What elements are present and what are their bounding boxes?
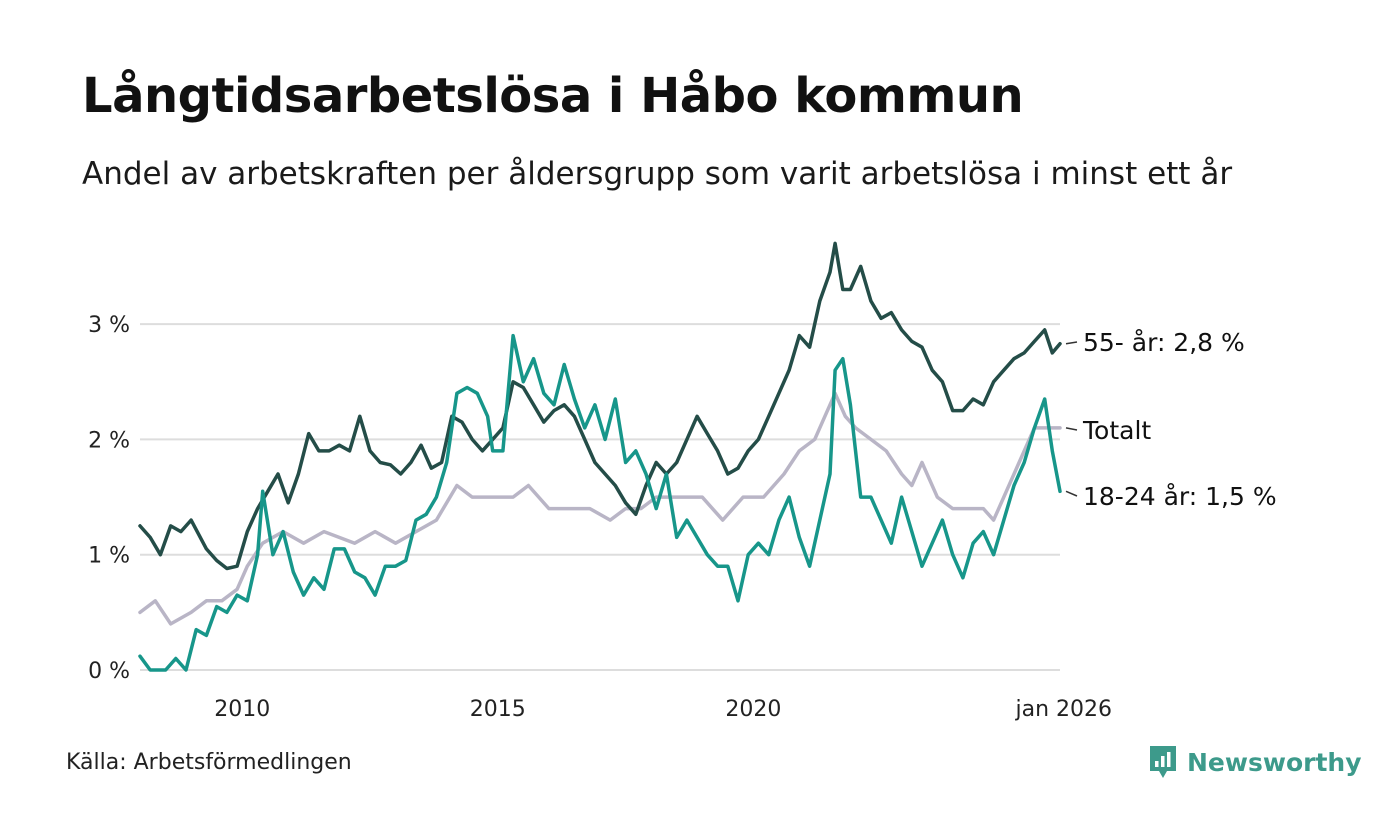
x-tick-label: 2010: [214, 697, 270, 722]
brand-logo[interactable]: Newsworthy: [1148, 744, 1362, 780]
source-note: Källa: Arbetsförmedlingen: [66, 750, 352, 775]
label-connector: [1065, 341, 1078, 345]
x-axis: 2010 2015 2020 jan 2026: [214, 697, 1112, 722]
series-line-total: [138, 391, 1062, 626]
chart-title: Långtidsarbetslösa i Håbo kommun: [82, 68, 1024, 124]
brand-name: Newsworthy: [1187, 747, 1362, 777]
x-tick-label: 2015: [470, 697, 526, 722]
label-connector: [1065, 490, 1078, 497]
x-tick-label: jan 2026: [1014, 697, 1112, 722]
y-tick-label: 3 %: [88, 313, 130, 338]
series-line-s18: [138, 333, 1062, 672]
label-connector: [1065, 427, 1078, 431]
line-chart: 0 % 1 % 2 % 3 % 2010 2015 2020 jan 2026 Totalt…: [88, 241, 1277, 722]
y-tick-label: 1 %: [88, 544, 130, 569]
x-tick-label: 2020: [725, 697, 781, 722]
end-labels: Totalt 55- år: 2,8 % 18-24 år: 1,5 %: [1065, 328, 1277, 511]
series-lines: [138, 241, 1062, 672]
y-tick-label: 0 %: [88, 659, 130, 684]
end-label-s18: 18-24 år: 1,5 %: [1083, 482, 1277, 511]
end-label-total: Totalt: [1082, 416, 1151, 445]
chart-subtitle: Andel av arbetskraften per åldersgrupp s…: [82, 156, 1233, 192]
grid-lines: [140, 323, 1060, 671]
y-axis: 0 % 1 % 2 % 3 %: [88, 313, 130, 684]
y-tick-label: 2 %: [88, 428, 130, 453]
newsworthy-logo-icon: [1150, 746, 1176, 778]
end-label-s55: 55- år: 2,8 %: [1083, 328, 1245, 357]
series-line-s55: [138, 241, 1062, 571]
